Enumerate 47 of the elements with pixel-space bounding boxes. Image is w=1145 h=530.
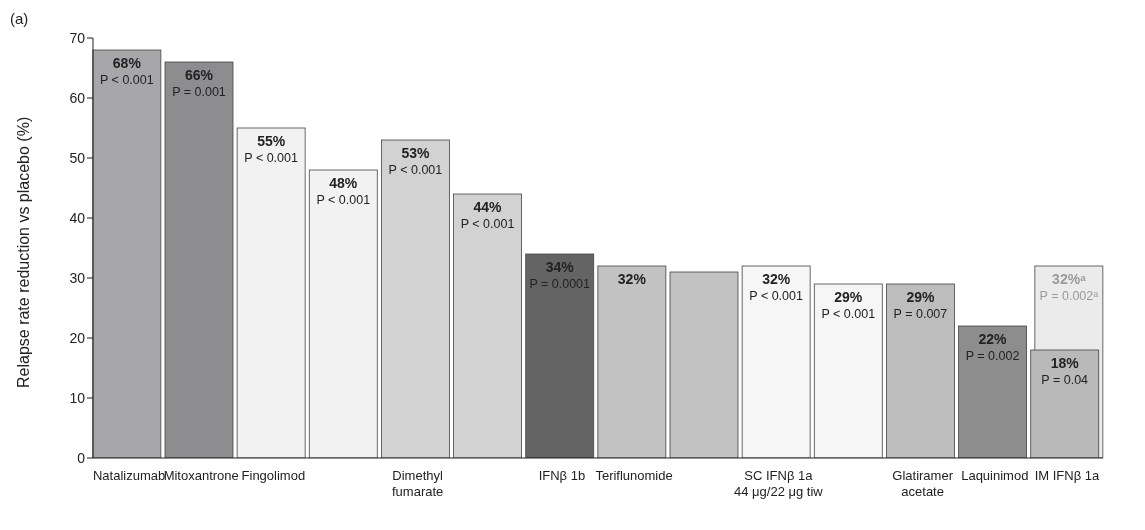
y-tick-label: 20 [69,329,86,346]
bar [669,271,739,458]
y-tick-label: 30 [69,269,86,286]
x-tick-label: Mitoxantrone [163,468,239,483]
x-tick-label: SC IFNβ 1a 44 μg/22 μg tiw [734,468,824,499]
y-tick-label: 40 [69,209,86,226]
x-tick-label: Natalizumab [92,468,166,483]
data-label: 48% P < 0.001 [316,175,371,207]
x-tick-label: IM IFNβ 1a [1034,468,1100,483]
y-tick-label: 0 [77,449,86,466]
y-axis-title: Relapse rate reduction vs placebo (%) [14,116,32,388]
x-tick-label: Dimethyl fumarate [391,468,444,499]
data-label: 66% P = 0.001 [172,67,226,99]
bar [597,265,667,458]
data-label: 53% P < 0.001 [388,145,443,177]
data-label: 32%$^{a}$ P = 0.002$^{a}$ [1039,271,1099,303]
x-tick-label: IFNβ 1b [538,468,586,483]
data-label: 29% P = 0.007 [893,289,948,321]
bar [453,193,522,458]
data-label: 55% P < 0.001 [244,133,299,165]
y-tick-label: 60 [69,89,86,106]
data-label: 32% P < 0.001 [749,271,804,303]
y-tick-label: 10 [69,389,86,406]
x-tick-label: Fingolimod [241,468,306,483]
data-label: 68% P < 0.001 [100,55,154,87]
bar [308,169,378,458]
x-tick-label: Glatiramer acetate [892,468,954,499]
bar [92,49,162,458]
chart-title: (a) [10,10,29,27]
bar [741,265,811,458]
data-label: 44% P < 0.001 [460,199,515,231]
bar [886,283,955,458]
data-label: 22% P = 0.002 [965,331,1020,363]
bar [236,127,306,458]
data-label: 32% [617,271,647,287]
x-tick-label: Laquinimod [961,468,1029,483]
data-label: 29% P < 0.001 [821,289,876,321]
data-label: 34% P = 0.0001 [529,259,591,291]
bar [164,61,234,458]
bar [381,139,450,458]
bar [958,325,1027,458]
bar [525,253,595,458]
data-label: 18% P = 0.04 [1041,355,1089,387]
y-tick-label: 70 [69,29,86,46]
x-tick-label: Teriflunomide [595,468,673,483]
bar [813,283,883,458]
y-tick-label: 50 [69,149,86,166]
